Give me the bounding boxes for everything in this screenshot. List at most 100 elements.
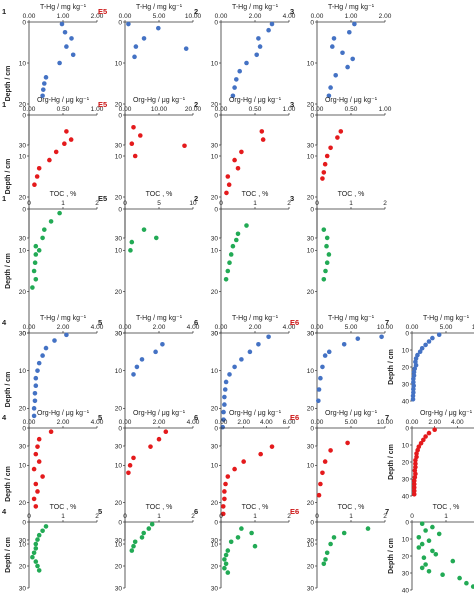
data-point (237, 68, 242, 74)
data-point (132, 54, 137, 60)
site-label: 2 (194, 194, 198, 203)
site-label: 4 (2, 507, 7, 516)
y-tick-label: 10 (115, 248, 123, 255)
x-tick-label: 2.00 (428, 419, 441, 426)
y-tick-label: 0 (118, 330, 122, 337)
data-point (33, 375, 39, 381)
y-tick-label: 20 (19, 194, 27, 201)
data-point (423, 562, 428, 567)
x-tick-label: 4.00 (451, 419, 464, 426)
y-tick-label: 0 (310, 19, 314, 26)
y-tick-label: 10 (19, 463, 27, 470)
data-point (40, 353, 45, 358)
panel-title: TOC , % (242, 504, 269, 511)
data-point (134, 364, 140, 370)
data-point (440, 572, 445, 577)
data-point (436, 531, 442, 537)
data-point (40, 528, 45, 534)
y-tick-label: 0 (310, 112, 314, 119)
y-tick-label: 30 (19, 443, 27, 450)
data-point (432, 427, 437, 433)
x-tick-label: 4.00 (91, 324, 104, 331)
data-point (128, 248, 133, 253)
data-point (57, 210, 62, 216)
data-point (227, 260, 232, 266)
data-point (222, 496, 227, 502)
data-point (365, 526, 371, 531)
data-point (232, 85, 237, 90)
data-point (160, 342, 165, 347)
y-tick-label: 0 (405, 330, 409, 337)
data-point (30, 554, 35, 560)
site-label: 5 (98, 318, 102, 327)
panel-title: Org-Hg / μg kg⁻¹ (133, 410, 186, 417)
data-point (324, 550, 330, 556)
data-point (436, 332, 442, 338)
data-point (146, 526, 152, 531)
x-tick-label: 2.00 (249, 13, 262, 20)
site-label: 6 (194, 413, 198, 422)
x-tick-label: 0.00 (215, 13, 228, 20)
data-point (132, 153, 138, 159)
y-tick-label: 10 (115, 153, 123, 160)
data-point (470, 584, 474, 589)
y-tick-label: 30 (211, 235, 219, 242)
data-point (36, 248, 42, 253)
y-tick-label: 30 (211, 585, 219, 592)
data-point (33, 252, 39, 257)
data-point (433, 552, 439, 557)
y-tick-label: 10 (211, 60, 219, 67)
data-point (163, 429, 169, 435)
y-tick-label: 10 (307, 248, 315, 255)
y-tick-label: 30 (19, 585, 27, 592)
y-tick-label: 10 (307, 60, 315, 67)
data-point (413, 461, 418, 467)
x-tick-label: 0.00 (23, 106, 36, 113)
data-point (345, 440, 350, 446)
data-point (328, 85, 333, 90)
y-tick-label: 10 (19, 368, 27, 375)
data-point (244, 60, 249, 66)
data-point (457, 575, 462, 581)
data-point (232, 157, 237, 163)
data-point (316, 398, 321, 404)
data-point (36, 532, 42, 538)
x-tick-label: 2.00 (153, 419, 166, 426)
data-point (430, 524, 435, 530)
data-point (318, 481, 323, 487)
panel-title: TOC , % (50, 504, 77, 511)
site-label: 7 (385, 507, 389, 516)
x-tick-label: 0 (219, 200, 223, 207)
y-tick-label: 0 (118, 206, 122, 213)
y-tick-label: 20 (19, 101, 27, 108)
x-tick-label: 0.00 (23, 324, 36, 331)
data-point (331, 36, 337, 41)
data-point (31, 406, 37, 411)
y-tick-label: 20 (307, 563, 315, 570)
y-tick-label: 20 (19, 500, 27, 507)
x-tick-label: 0.00 (406, 419, 419, 426)
data-point (43, 524, 49, 529)
y-axis-label: Depth / cm (5, 537, 12, 573)
data-point (59, 21, 65, 27)
y-tick-label: 0 (22, 112, 26, 119)
y-axis-label: Depth / cm (5, 466, 12, 502)
panel-14: 6 T-Hg / mg kg⁻¹ 0.00 2.00 4.00 0 10 20 30 (194, 315, 296, 450)
y-tick-label: 20 (307, 406, 315, 413)
x-tick-label: 5.00 (440, 324, 453, 331)
x-tick-label: 0.00 (23, 419, 36, 426)
data-point (320, 470, 325, 476)
x-tick-label: 0.00 (311, 419, 324, 426)
panel-title: Org-Hg / μg kg⁻¹ (325, 410, 378, 417)
x-tick-label: 2.00 (249, 324, 262, 331)
data-point (328, 541, 333, 547)
data-point (257, 44, 263, 49)
data-point (352, 21, 357, 27)
data-point (239, 149, 244, 155)
data-point (31, 496, 37, 502)
data-point (33, 383, 39, 389)
y-tick-label: 10 (211, 368, 219, 375)
x-tick-label: 6.00 (283, 419, 296, 426)
data-point (232, 364, 237, 370)
